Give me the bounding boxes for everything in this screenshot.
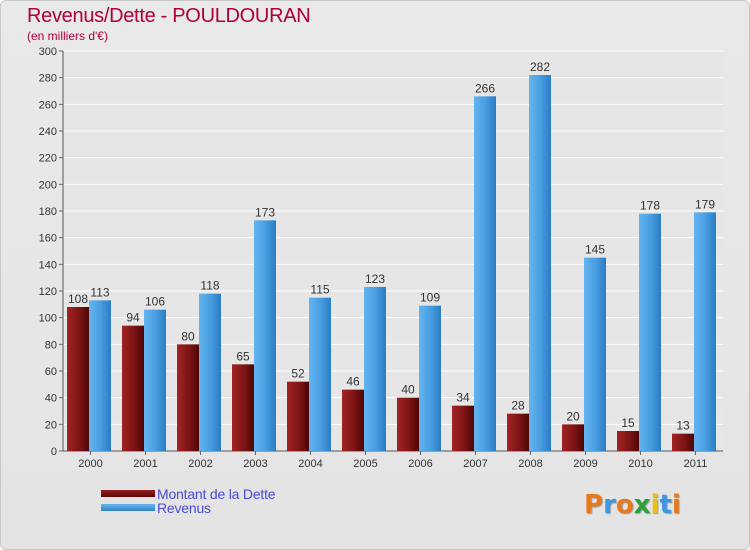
bar-dette bbox=[177, 344, 199, 451]
logo-letter: P bbox=[584, 490, 604, 520]
bar-revenus bbox=[474, 96, 496, 451]
y-tick-label: 80 bbox=[45, 339, 57, 351]
legend-label-debt: Montant de la Dette bbox=[157, 486, 276, 502]
data-label-revenus: 106 bbox=[145, 295, 165, 309]
bar-dette bbox=[287, 381, 309, 451]
bar-dette bbox=[342, 389, 364, 451]
bar-dette bbox=[122, 325, 144, 451]
y-tick-label: 120 bbox=[39, 286, 57, 298]
y-tick-label: 60 bbox=[45, 366, 57, 378]
bar-revenus bbox=[254, 220, 276, 451]
data-label-dette: 28 bbox=[511, 399, 525, 413]
x-tick-label: 2005 bbox=[353, 458, 377, 470]
x-tick-label: 2006 bbox=[408, 458, 432, 470]
y-tick-label: 140 bbox=[39, 259, 57, 271]
data-label-dette: 40 bbox=[401, 383, 415, 397]
bar-revenus bbox=[529, 75, 551, 451]
chart-subtitle: (en milliers d'€) bbox=[27, 29, 108, 43]
data-label-revenus: 109 bbox=[420, 291, 440, 305]
bar-dette bbox=[232, 364, 254, 451]
logo-letter: x bbox=[633, 490, 651, 520]
data-label-dette: 34 bbox=[456, 391, 470, 405]
plot-background bbox=[63, 51, 723, 451]
data-label-revenus: 115 bbox=[310, 283, 329, 297]
bar-dette bbox=[67, 307, 89, 451]
bar-revenus bbox=[364, 287, 386, 451]
bar-revenus bbox=[639, 213, 661, 451]
x-tick-label: 2001 bbox=[133, 458, 157, 470]
legend-label-revenus: Revenus bbox=[157, 500, 211, 516]
data-label-dette: 52 bbox=[291, 367, 305, 381]
bar-dette bbox=[452, 405, 474, 451]
y-tick-label: 100 bbox=[39, 313, 57, 325]
y-tick-label: 280 bbox=[39, 73, 57, 85]
y-tick-label: 240 bbox=[39, 126, 57, 138]
bar-dette bbox=[672, 433, 694, 451]
proxiti-logo: Proxiti bbox=[584, 490, 681, 520]
data-label-dette: 80 bbox=[181, 329, 195, 343]
legend-swatch-debt bbox=[101, 490, 155, 497]
x-tick-label: 2003 bbox=[243, 458, 267, 470]
data-label-dette: 15 bbox=[621, 416, 635, 430]
data-label-revenus: 173 bbox=[255, 205, 275, 219]
data-label-revenus: 118 bbox=[200, 279, 219, 293]
data-label-revenus: 123 bbox=[365, 272, 385, 286]
data-label-dette: 13 bbox=[676, 419, 690, 433]
bar-dette bbox=[617, 431, 639, 451]
logo-letter: t bbox=[659, 490, 672, 520]
logo-letter: i bbox=[671, 490, 681, 520]
bar-revenus bbox=[584, 257, 606, 451]
x-tick-label: 2007 bbox=[463, 458, 487, 470]
y-tick-label: 20 bbox=[45, 419, 57, 431]
bar-dette bbox=[507, 413, 529, 451]
data-label-revenus: 282 bbox=[530, 60, 550, 74]
x-tick-label: 2011 bbox=[684, 458, 708, 470]
data-label-dette: 108 bbox=[68, 292, 88, 306]
x-tick-label: 2008 bbox=[518, 458, 542, 470]
legend-swatch-revenus bbox=[101, 504, 155, 511]
data-label-revenus: 145 bbox=[585, 243, 605, 257]
x-tick-label: 2009 bbox=[573, 458, 597, 470]
logo-letter: r bbox=[603, 490, 616, 520]
data-label-dette: 46 bbox=[346, 375, 360, 389]
y-tick-label: 160 bbox=[39, 233, 57, 245]
logo-letter: i bbox=[650, 490, 660, 520]
y-tick-label: 220 bbox=[39, 153, 57, 165]
x-tick-label: 2002 bbox=[188, 458, 212, 470]
bar-revenus bbox=[694, 212, 716, 451]
bar-revenus bbox=[419, 305, 441, 451]
data-label-dette: 20 bbox=[566, 409, 580, 423]
bar-revenus bbox=[89, 300, 111, 451]
bar-dette bbox=[562, 424, 584, 451]
y-tick-label: 260 bbox=[39, 99, 57, 111]
logo-letter: o bbox=[615, 490, 634, 520]
bar-revenus bbox=[144, 309, 166, 451]
y-tick-label: 0 bbox=[51, 446, 57, 458]
data-label-revenus: 113 bbox=[90, 285, 109, 299]
data-label-revenus: 266 bbox=[475, 81, 495, 95]
data-label-revenus: 179 bbox=[695, 197, 715, 211]
data-label-revenus: 178 bbox=[640, 199, 660, 213]
y-tick-label: 180 bbox=[39, 206, 57, 218]
y-tick-label: 40 bbox=[45, 393, 57, 405]
chart-title: Revenus/Dette - POULDOURAN bbox=[27, 5, 311, 27]
bar-revenus bbox=[199, 293, 221, 451]
data-label-dette: 65 bbox=[236, 349, 250, 363]
x-tick-label: 2000 bbox=[78, 458, 102, 470]
bar-revenus bbox=[309, 297, 331, 451]
x-tick-label: 2004 bbox=[298, 458, 322, 470]
data-label-dette: 94 bbox=[126, 311, 140, 325]
x-tick-label: 2010 bbox=[628, 458, 652, 470]
y-tick-label: 200 bbox=[39, 179, 57, 191]
bar-dette bbox=[397, 397, 419, 451]
y-tick-label: 300 bbox=[39, 46, 57, 58]
